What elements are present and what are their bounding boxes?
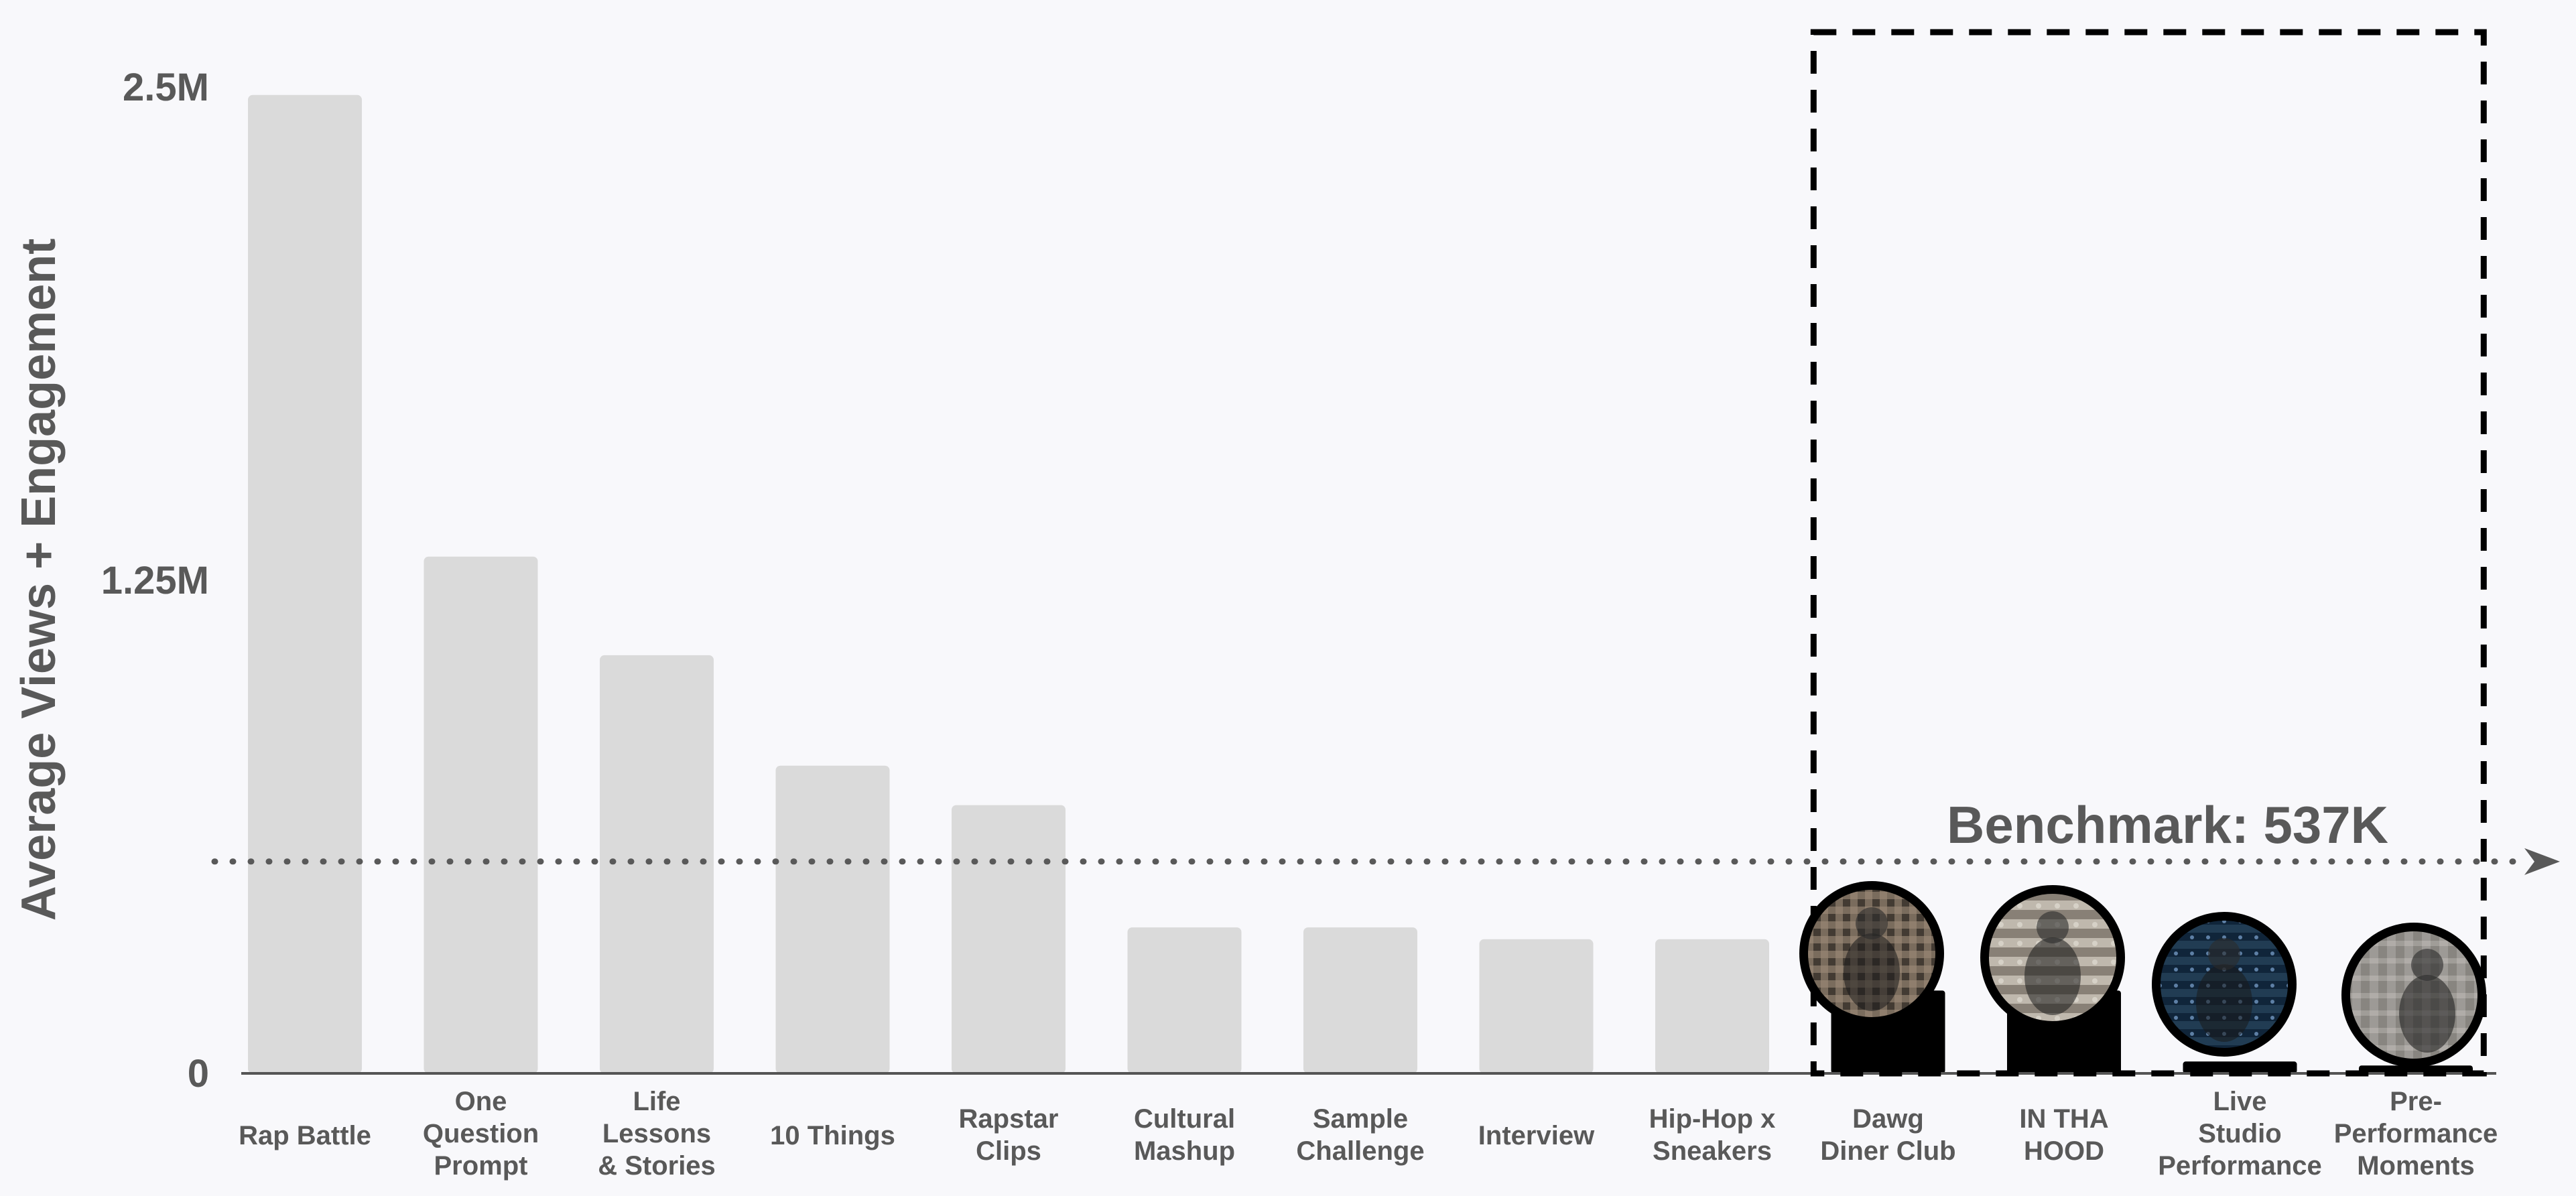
category-label-line: Challenge xyxy=(1296,1136,1424,1166)
category-label: Cultural Mashup xyxy=(1134,1104,1235,1166)
category-label: One Question Prompt xyxy=(423,1087,539,1181)
category-label-line: Moments xyxy=(2357,1151,2475,1181)
category-label: Pre- Performance Moments xyxy=(2334,1087,2498,1181)
bar xyxy=(600,655,714,1073)
bar xyxy=(775,765,890,1073)
category-label-line: Interview xyxy=(1478,1121,1595,1150)
category-label-line: Rapstar xyxy=(959,1104,1059,1134)
y-axis-label: Average Views + Engagement xyxy=(12,239,66,921)
category-label-line: Hip-Hop x xyxy=(1649,1104,1776,1134)
category-label: 10 Things xyxy=(770,1121,895,1150)
category-label-line: One xyxy=(455,1087,507,1116)
thumbnail-person-head xyxy=(2037,911,2069,943)
bar xyxy=(1303,927,1417,1073)
category-label-line: Pre- xyxy=(2390,1087,2442,1116)
category-label-line: Lessons xyxy=(602,1119,711,1148)
thumbnail-photo xyxy=(2152,912,2297,1057)
thumbnail-photo xyxy=(1799,881,1944,1026)
bar xyxy=(248,94,362,1073)
category-label-line: Live xyxy=(2213,1087,2266,1116)
category-label: Dawg Diner Club xyxy=(1820,1104,1955,1166)
bar xyxy=(952,805,1066,1073)
category-label-line: Dawg xyxy=(1852,1104,1924,1134)
category-label: Hip-Hop x Sneakers xyxy=(1649,1104,1776,1166)
y-tick-label: 1.25M xyxy=(101,559,209,602)
bar xyxy=(1127,927,1242,1073)
thumbnail-person-shape xyxy=(2399,975,2455,1053)
thumbnail-person-head xyxy=(2208,938,2240,970)
category-label: Sample Challenge xyxy=(1296,1104,1424,1166)
benchmark-label: Benchmark: 537K xyxy=(1947,795,2388,854)
thumbnail-photo xyxy=(1980,885,2125,1030)
bar xyxy=(424,556,538,1073)
category-label-line: Performance xyxy=(2158,1151,2322,1181)
thumbnail-person-shape xyxy=(1844,933,1900,1011)
bar xyxy=(1655,939,1769,1073)
category-label: Rap Battle xyxy=(239,1121,371,1150)
y-tick-label: 0 xyxy=(188,1052,209,1095)
category-label-line: Mashup xyxy=(1134,1136,1235,1166)
thumbnail-person-shape xyxy=(2196,964,2252,1042)
category-label-line: Diner Club xyxy=(1820,1136,1955,1166)
category-label-line: Rap Battle xyxy=(239,1121,371,1150)
category-label: IN THA HOOD xyxy=(2019,1104,2108,1166)
y-tick-label: 2.5M xyxy=(123,66,209,109)
category-label-line: Clips xyxy=(976,1136,1041,1166)
category-label-line: Question xyxy=(423,1119,539,1148)
category-label: Rapstar Clips xyxy=(959,1104,1059,1166)
category-label: Life Lessons & Stories xyxy=(598,1087,716,1181)
thumbnail-photo xyxy=(2341,923,2486,1067)
bar xyxy=(1479,939,1594,1073)
thumbnail-person-head xyxy=(2411,949,2443,981)
category-label: Interview xyxy=(1478,1121,1595,1150)
category-label-line: & Stories xyxy=(598,1151,716,1181)
thumbnail-person-head xyxy=(1856,907,1888,939)
category-label-line: HOOD xyxy=(2024,1136,2104,1166)
category-label-line: Life xyxy=(633,1087,680,1116)
category-label-line: IN THA xyxy=(2019,1104,2108,1134)
category-label-line: Sneakers xyxy=(1653,1136,1772,1166)
category-label-line: Cultural xyxy=(1134,1104,1235,1134)
benchmark-arrowhead xyxy=(2524,848,2560,875)
category-label-line: Sample xyxy=(1313,1104,1408,1134)
category-label-line: Prompt xyxy=(434,1151,528,1181)
category-label-line: Studio xyxy=(2198,1119,2281,1148)
category-label: Live Studio Performance xyxy=(2158,1087,2322,1181)
category-label-line: Performance xyxy=(2334,1119,2498,1148)
thumbnail-person-shape xyxy=(2024,937,2081,1015)
category-label-line: 10 Things xyxy=(770,1121,895,1150)
